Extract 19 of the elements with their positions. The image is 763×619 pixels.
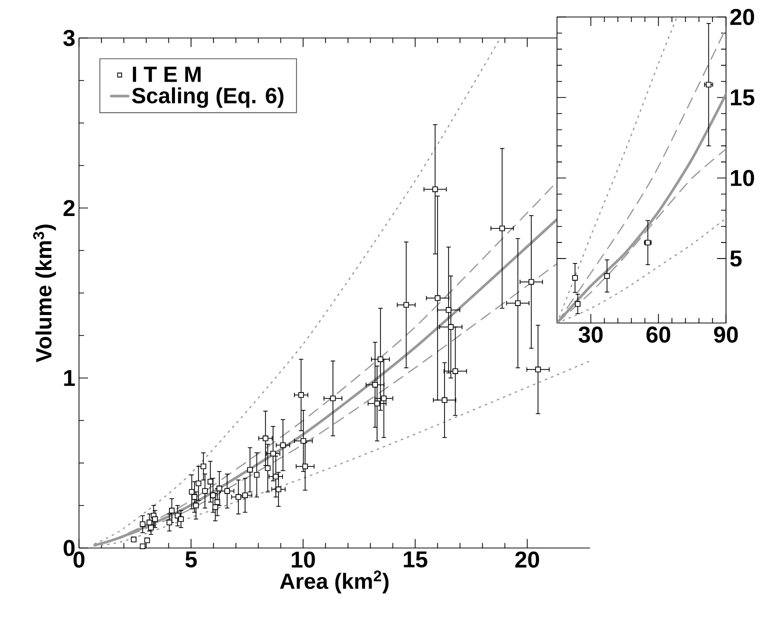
y-tick-label: 3 bbox=[63, 30, 75, 46]
y-axis-title: Volume (km$^{3}$) bbox=[33, 224, 56, 362]
y-tick-label: 0 bbox=[64, 540, 75, 556]
x-tick-label: 20 bbox=[515, 552, 540, 568]
x-tick-label: 30 bbox=[578, 326, 603, 343]
legend-label: I T E M bbox=[132, 66, 201, 82]
x-tick-label: 10 bbox=[292, 552, 315, 568]
x-tick-label: 60 bbox=[646, 326, 670, 343]
x-tick-label: 90 bbox=[714, 326, 738, 343]
y2-tick-label: 20 bbox=[730, 8, 754, 26]
x-tick-label: 5 bbox=[185, 552, 197, 568]
y2-tick-label: 15 bbox=[730, 90, 754, 106]
legend-label: Scaling (Eq. 6) bbox=[132, 87, 284, 108]
y-tick-label: 1 bbox=[64, 370, 75, 386]
y-tick-label: 2 bbox=[64, 200, 75, 216]
y2-tick-label: 5 bbox=[730, 250, 742, 267]
x-axis-title: Area (km$^{2}$) bbox=[280, 570, 388, 594]
x-tick-label: 15 bbox=[404, 552, 428, 568]
y2-tick-label: 10 bbox=[730, 170, 754, 186]
